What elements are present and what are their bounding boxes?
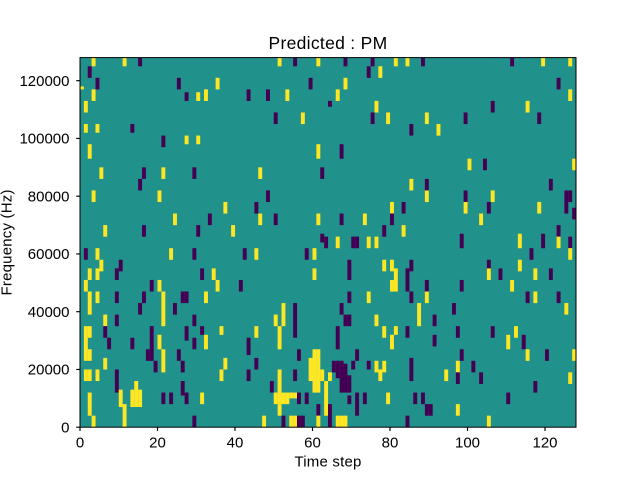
svg-text:20000: 20000 — [28, 362, 70, 379]
svg-text:80: 80 — [382, 434, 399, 451]
svg-text:120000: 120000 — [19, 73, 69, 90]
svg-text:120: 120 — [532, 434, 557, 451]
svg-text:20: 20 — [149, 434, 166, 451]
svg-text:Time step: Time step — [294, 454, 361, 471]
svg-text:100000: 100000 — [19, 131, 69, 148]
svg-text:40: 40 — [227, 434, 244, 451]
svg-text:60: 60 — [304, 434, 321, 451]
svg-text:80000: 80000 — [28, 188, 70, 205]
svg-text:40000: 40000 — [28, 304, 70, 321]
svg-text:100: 100 — [455, 434, 480, 451]
svg-text:60000: 60000 — [28, 246, 70, 263]
svg-text:Predicted : PM: Predicted : PM — [269, 33, 388, 53]
svg-text:Frequency (Hz): Frequency (Hz) — [0, 189, 16, 295]
svg-text:0: 0 — [61, 419, 69, 436]
svg-text:0: 0 — [76, 434, 84, 451]
